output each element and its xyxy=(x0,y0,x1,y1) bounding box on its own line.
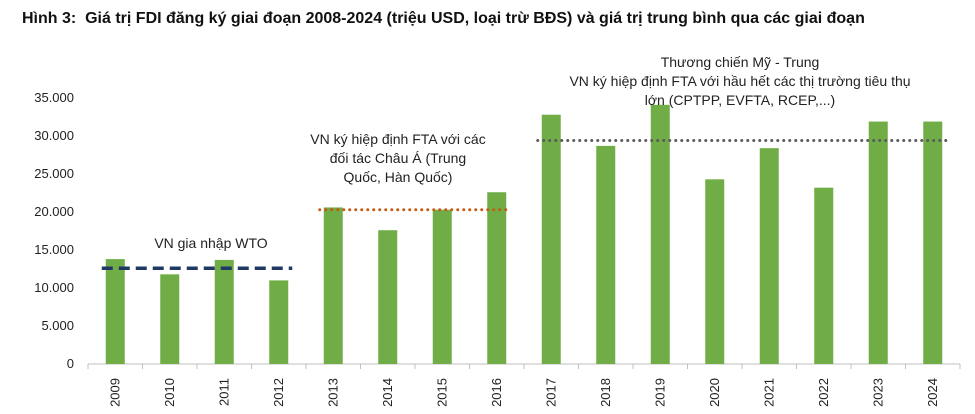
x-axis: 2009 2010 2011 2012 2013 2014 2015 2016 2017 2018… xyxy=(87,363,961,407)
bar-2017 xyxy=(541,114,561,364)
bar-2012 xyxy=(269,280,289,364)
x-tick-label: 2023 xyxy=(870,378,885,407)
bar-2011 xyxy=(214,259,234,364)
average-lines xyxy=(101,139,948,270)
chart-title-prefix: Hình 3: xyxy=(22,10,77,27)
y-axis: 0 5.000 10.000 15.000 20.000 25.000 30.000 35.0… xyxy=(34,90,74,371)
annotation-line: VN gia nhập WTO xyxy=(154,235,267,251)
annotation-1: VN gia nhập WTO xyxy=(154,235,267,251)
annotation-line: VN ký hiệp định FTA với hầu hết các thị … xyxy=(569,73,910,89)
annotations: VN gia nhập WTO VN ký hiệp định FTA với c… xyxy=(154,54,910,251)
bar-2024 xyxy=(923,121,943,364)
bar-2023 xyxy=(868,121,888,364)
bar-2020 xyxy=(705,179,725,364)
x-tick-label: 2021 xyxy=(761,378,776,407)
bar-2021 xyxy=(759,148,779,364)
y-tick-label: 5.000 xyxy=(41,318,74,333)
bar-2022 xyxy=(814,187,834,364)
annotation-2: VN ký hiệp định FTA với các đối tác Châu … xyxy=(310,131,485,185)
y-tick-label: 15.000 xyxy=(34,242,74,257)
annotation-line: lớn (CPTPP, EVFTA, RCEP,...) xyxy=(645,92,835,108)
bar-2013 xyxy=(323,207,343,364)
bar-2015 xyxy=(432,209,452,364)
x-tick-label: 2012 xyxy=(271,378,286,407)
x-tick-label: 2015 xyxy=(434,378,449,407)
bar-2019 xyxy=(650,104,670,364)
x-tick-label: 2020 xyxy=(707,378,722,407)
annotation-line: Quốc, Hàn Quốc) xyxy=(344,169,453,185)
chart-title: Hình 3: Giá trị FDI đăng ký giai đoạn 20… xyxy=(22,10,865,28)
y-tick-label: 10.000 xyxy=(34,280,74,295)
annotation-3: Thương chiến Mỹ - Trung VN ký hiệp định F… xyxy=(569,54,910,108)
annotation-line: Thương chiến Mỹ - Trung xyxy=(661,54,820,70)
annotation-line: VN ký hiệp định FTA với các xyxy=(310,131,485,147)
y-tick-label: 25.000 xyxy=(34,166,74,181)
y-tick-label: 0 xyxy=(67,356,74,371)
x-tick-label: 2014 xyxy=(380,378,395,407)
x-tick-label: 2013 xyxy=(325,378,340,407)
bar-2014 xyxy=(378,230,398,364)
chart-title-text: Giá trị FDI đăng ký giai đoạn 2008-2024 … xyxy=(85,10,865,27)
bar-2009 xyxy=(105,259,125,364)
bar-2016 xyxy=(487,192,507,364)
bars xyxy=(105,104,943,364)
x-tick-label: 2019 xyxy=(652,378,667,407)
x-tick-label: 2011 xyxy=(216,378,231,406)
x-tick-label: 2024 xyxy=(925,378,940,407)
annotation-line: đối tác Châu Á (Trung xyxy=(330,150,466,166)
x-tick-label: 2022 xyxy=(816,378,831,407)
x-tick-label: 2016 xyxy=(489,378,504,407)
x-tick-label: 2009 xyxy=(107,378,122,407)
x-tick-label: 2018 xyxy=(598,378,613,407)
y-tick-label: 30.000 xyxy=(34,128,74,143)
x-tick-label: 2010 xyxy=(162,378,177,407)
x-tick-label: 2017 xyxy=(543,378,558,407)
bar-2010 xyxy=(160,274,180,364)
y-tick-label: 20.000 xyxy=(34,204,74,219)
bar-2018 xyxy=(596,145,616,364)
y-tick-label: 35.000 xyxy=(34,90,74,105)
